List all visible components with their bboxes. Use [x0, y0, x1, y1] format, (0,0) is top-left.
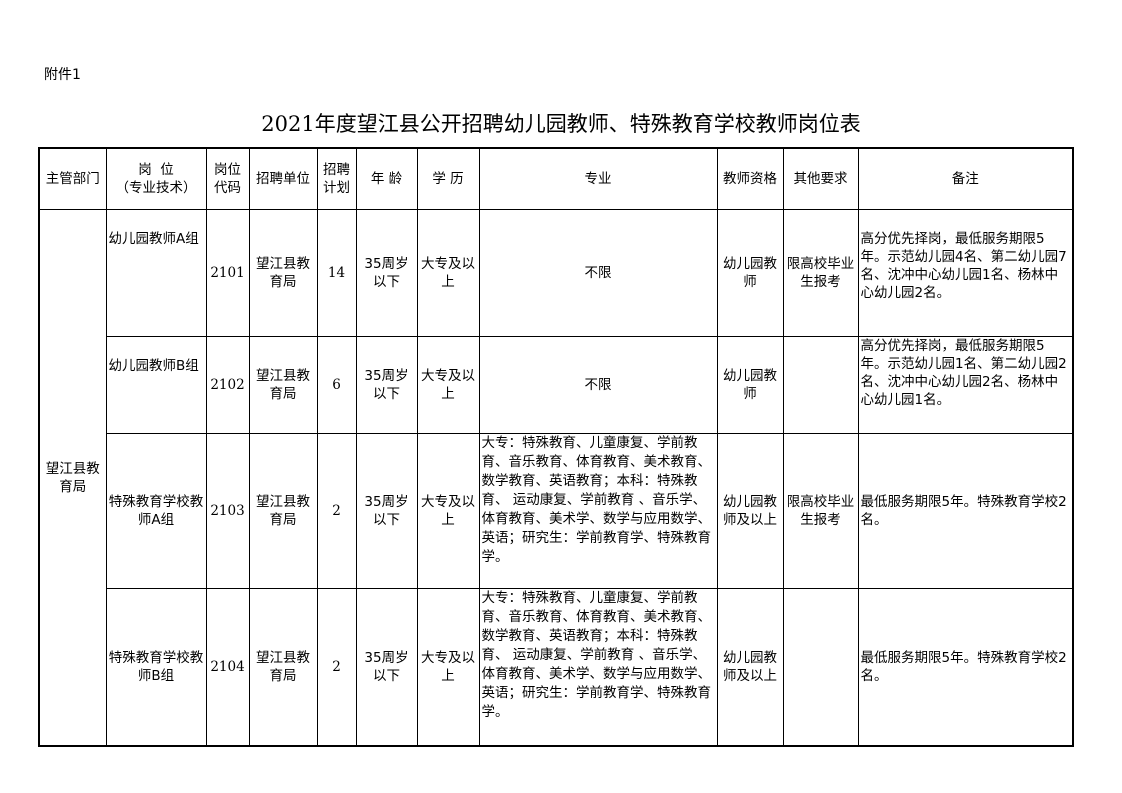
- header-qual: 教师资格: [716, 147, 784, 210]
- cell-plan: 2: [316, 433, 357, 589]
- table-row: 特殊教育学校教师B组 2104 望江县教育局 2 35周岁以下 大专及以上 大专…: [39, 588, 1074, 747]
- cell-position: 特殊教育学校教师B组: [105, 588, 207, 747]
- table-row: 特殊教育学校教师A组 2103 望江县教育局 2 35周岁以下 大专及以上 大专…: [39, 433, 1074, 589]
- cell-note: 高分优先择岗，最低服务期限5年。示范幼儿园1名、第二幼儿园2名、沈冲中心幼儿园2…: [857, 336, 1074, 434]
- cell-plan: 2: [316, 588, 357, 747]
- header-position-sub: （专业技术）: [115, 180, 197, 196]
- cell-unit: 望江县教育局: [248, 588, 318, 747]
- cell-code: 2104: [205, 588, 250, 747]
- cell-note: 高分优先择岗，最低服务期限5年。示范幼儿园4名、第二幼儿园7名、沈冲中心幼儿园1…: [857, 209, 1074, 337]
- header-unit: 招聘单位: [248, 147, 318, 210]
- cell-note: 最低服务期限5年。特殊教育学校2名。: [857, 433, 1074, 589]
- cell-plan: 14: [316, 209, 357, 337]
- cell-major: 大专：特殊教育、儿童康复、学前教育、音乐教育、体育教育、美术教育、数学教育、英语…: [478, 433, 718, 589]
- header-age: 年 龄: [355, 147, 418, 210]
- header-code: 岗位代码: [205, 147, 250, 210]
- cell-position: 幼儿园教师A组: [105, 209, 207, 337]
- cell-qual: 幼儿园教师: [716, 336, 784, 434]
- cell-unit: 望江县教育局: [248, 209, 318, 337]
- header-plan: 招聘计划: [316, 147, 357, 210]
- positions-table: 主管部门 岗 位 （专业技术） 岗位代码 招聘单位 招聘计划 年 龄 学 历 专业…: [38, 147, 1074, 747]
- cell-position: 幼儿园教师B组: [105, 336, 207, 434]
- page-title: 2021年度望江县公开招聘幼儿园教师、特殊教育学校教师岗位表: [261, 112, 861, 136]
- header-other: 其他要求: [782, 147, 859, 210]
- cell-major: 不限: [478, 209, 718, 337]
- cell-other: [782, 336, 859, 434]
- cell-other: 限高校毕业生报考: [782, 209, 859, 337]
- attachment-label: 附件1: [44, 67, 81, 83]
- cell-age: 35周岁以下: [355, 588, 418, 747]
- cell-qual: 幼儿园教师及以上: [716, 588, 784, 747]
- header-note: 备注: [857, 147, 1074, 210]
- cell-major: 不限: [478, 336, 718, 434]
- cell-code: 2102: [205, 336, 250, 434]
- cell-code: 2101: [205, 209, 250, 337]
- table-row: 望江县教育局 幼儿园教师A组 2101 望江县教育局 14 35周岁以下 大专及…: [38, 209, 1074, 747]
- cell-unit: 望江县教育局: [248, 433, 318, 589]
- cell-qual: 幼儿园教师及以上: [716, 433, 784, 589]
- cell-note: 最低服务期限5年。特殊教育学校2名。: [857, 588, 1074, 747]
- cell-age: 35周岁以下: [355, 209, 418, 337]
- cell-major: 大专：特殊教育、儿童康复、学前教育、音乐教育、体育教育、美术教育、数学教育、英语…: [478, 588, 718, 747]
- cell-edu: 大专及以上: [416, 336, 480, 434]
- header-row: 主管部门 岗 位 （专业技术） 岗位代码 招聘单位 招聘计划 年 龄 学 历 专业…: [38, 147, 1074, 210]
- cell-qual: 幼儿园教师: [716, 209, 784, 337]
- cell-age: 35周岁以下: [355, 433, 418, 589]
- cell-edu: 大专及以上: [416, 588, 480, 747]
- cell-code: 2103: [205, 433, 250, 589]
- cell-department: 望江县教育局: [38, 209, 107, 747]
- cell-plan: 6: [316, 336, 357, 434]
- cell-edu: 大专及以上: [416, 433, 480, 589]
- table-row: 幼儿园教师B组 2102 望江县教育局 6 35周岁以下 大专及以上 不限 幼儿…: [39, 336, 1074, 434]
- header-major: 专业: [478, 147, 718, 210]
- header-dept: 主管部门: [38, 147, 107, 210]
- cell-edu: 大专及以上: [416, 209, 480, 337]
- header-position: 岗 位 （专业技术）: [105, 147, 207, 210]
- cell-position: 特殊教育学校教师A组: [105, 433, 207, 589]
- header-position-label: 岗 位: [138, 162, 174, 178]
- cell-other: [782, 588, 859, 747]
- header-edu: 学 历: [416, 147, 480, 210]
- cell-other: 限高校毕业生报考: [782, 433, 859, 589]
- cell-age: 35周岁以下: [355, 336, 418, 434]
- cell-unit: 望江县教育局: [248, 336, 318, 434]
